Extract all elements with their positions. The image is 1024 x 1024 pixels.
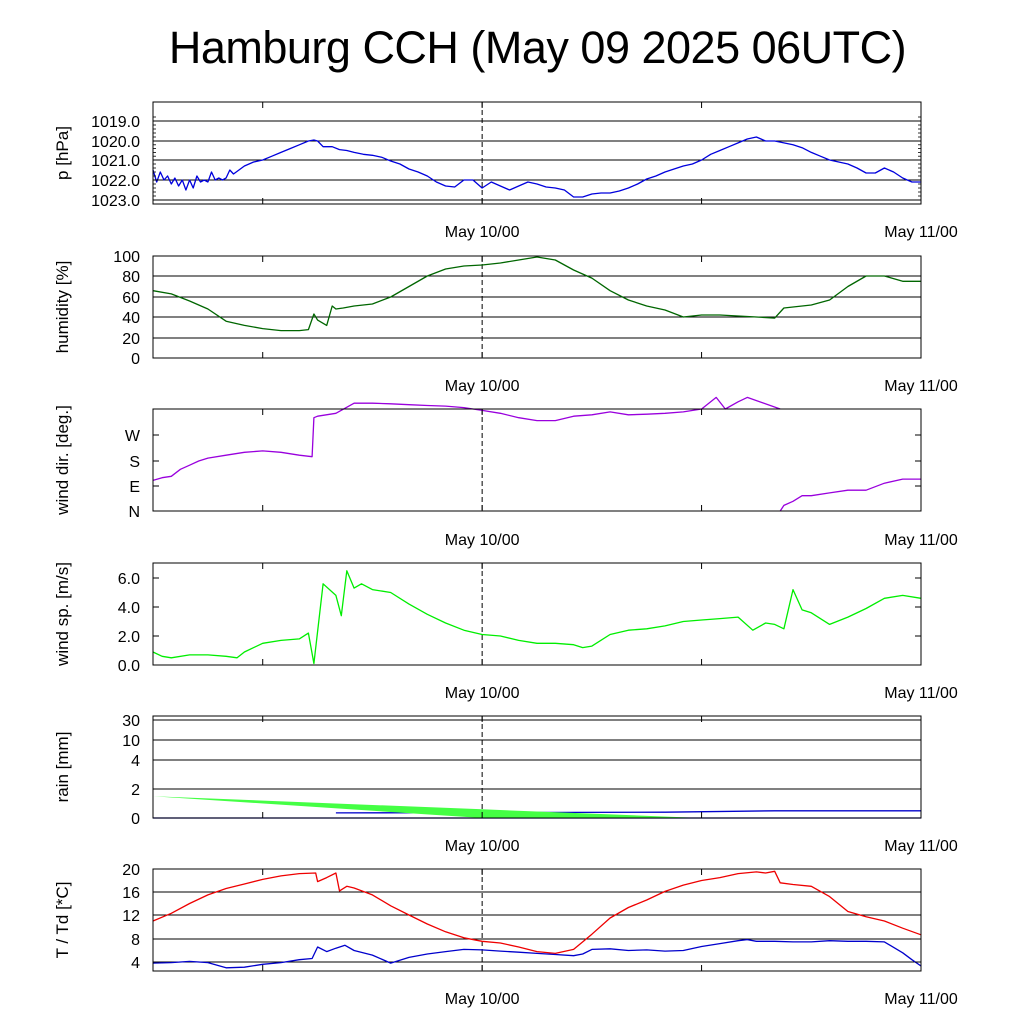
y-tick-label: 20: [122, 862, 140, 879]
y-tick-label: 0: [131, 351, 140, 368]
series-line: [152, 256, 921, 332]
page-title: Hamburg CCH (May 09 2025 06UTC): [168, 22, 907, 73]
x-tick-label: May 10/00: [445, 838, 520, 855]
x-tick-label: May 11/00: [884, 991, 958, 1008]
plot-frame: [152, 562, 922, 666]
x-tick-label: May 11/00: [884, 224, 958, 241]
y-axis-title: wind sp. [m/s]: [53, 562, 72, 667]
y-tick-label: 30: [122, 713, 140, 730]
y-tick-label: 1022.0: [91, 173, 140, 190]
x-tick-label: May 10/00: [445, 532, 520, 549]
series-line: [152, 870, 922, 955]
pressure-panel: 1019.0 1020.0 1021.0 1022.0 1023.0 May 10/00 M…: [53, 101, 958, 241]
x-tick-label: May 10/00: [445, 685, 520, 702]
y-tick-label: S: [129, 454, 140, 471]
y-tick-label: 4: [131, 955, 140, 972]
y-tick-label: 80: [122, 269, 140, 286]
y-axis-title: wind dir. [deg.]: [53, 405, 72, 516]
y-axis-title: rain [mm]: [53, 732, 72, 803]
y-tick-label: 1020.0: [91, 134, 140, 151]
y-axis-title: p [hPa]: [53, 126, 72, 180]
series-line: [779, 478, 921, 512]
y-tick-label: 2: [131, 782, 140, 799]
rain-panel: 0 2 4 10 30 May 10/00 May 11/00 rain [mm]: [53, 713, 958, 855]
y-tick-label: N: [128, 504, 140, 521]
x-tick-label: May 11/00: [884, 532, 958, 549]
y-axis-title: T / Td [*C]: [53, 882, 72, 959]
x-tick-label: May 11/00: [884, 378, 958, 395]
y-tick-label: 10: [122, 733, 140, 750]
y-tick-label: 4: [131, 753, 140, 770]
y-tick-label: 1021.0: [91, 153, 140, 170]
y-tick-label: 6.0: [118, 571, 140, 588]
wind-speed-panel: 0.0 2.0 4.0 6.0 May 10/00 May 11/00 wind sp. […: [53, 562, 958, 702]
y-tick-label: 100: [113, 249, 140, 266]
plot-frame: [152, 255, 922, 359]
y-tick-label: 12: [122, 908, 140, 925]
y-tick-label: 20: [122, 331, 140, 348]
plot-frame: [152, 101, 922, 205]
y-tick-label: 0: [131, 811, 140, 828]
y-tick-label: 40: [122, 310, 140, 327]
rain-area: [153, 796, 702, 818]
plot-frame: [152, 868, 922, 972]
x-tick-label: May 11/00: [884, 685, 958, 702]
y-tick-label: E: [129, 479, 140, 496]
plot-frame: [152, 408, 922, 512]
y-tick-label: 16: [122, 885, 140, 902]
y-tick-label: 4.0: [118, 600, 140, 617]
y-tick-label: 2.0: [118, 629, 140, 646]
y-tick-label: W: [125, 428, 141, 445]
x-tick-label: May 11/00: [884, 838, 958, 855]
series-line: [152, 136, 921, 198]
y-tick-label: 1023.0: [91, 193, 140, 210]
series-line: [152, 396, 781, 482]
y-axis-title: humidity [%]: [53, 261, 72, 354]
humidity-panel: 0 20 40 60 80 100 May 10/00 May 11/00 humidity […: [53, 249, 958, 395]
temperature-panel: 4 8 12 16 20 May 10/00 May 11/00 T / Td [*C]: [53, 862, 958, 1008]
y-tick-label: 60: [122, 290, 140, 307]
x-tick-label: May 10/00: [445, 224, 520, 241]
y-tick-label: 0.0: [118, 658, 140, 675]
series-line: [152, 570, 922, 665]
series-line: [152, 938, 922, 969]
x-tick-label: May 10/00: [445, 991, 520, 1008]
y-tick-label: 1019.0: [91, 114, 140, 131]
y-tick-label: 8: [131, 932, 140, 949]
x-tick-label: May 10/00: [445, 378, 520, 395]
plot-frame: [152, 715, 922, 819]
